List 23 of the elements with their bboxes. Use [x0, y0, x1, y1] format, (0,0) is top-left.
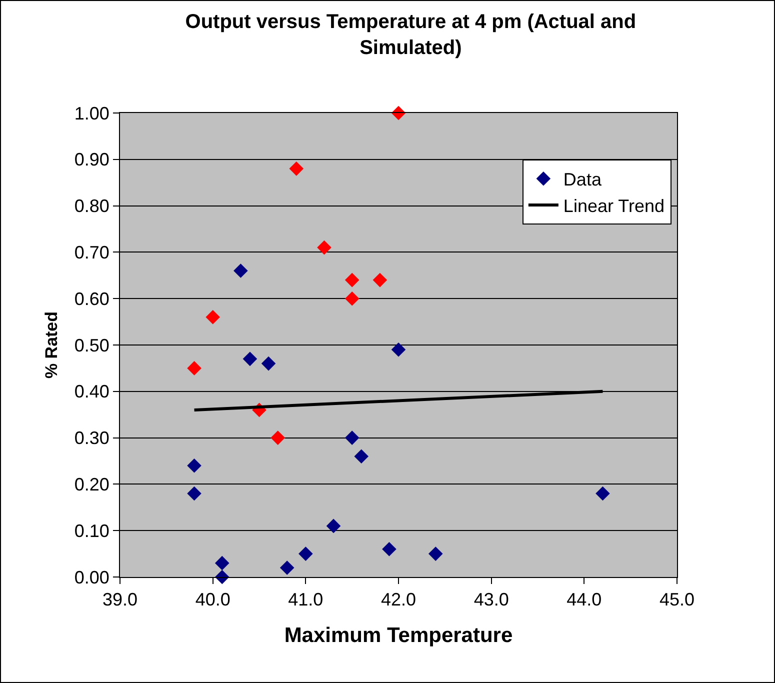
y-tick-label: 0.80 — [74, 196, 110, 216]
x-tick-label: 41.0 — [288, 590, 324, 610]
y-tick-label: 0.10 — [74, 520, 110, 541]
y-tick-label: 0.60 — [74, 288, 110, 309]
y-tick-label: 0.50 — [74, 335, 110, 356]
y-axis-title: % Rated — [42, 311, 61, 379]
x-axis-title: Maximum Temperature — [284, 624, 513, 647]
y-tick-label: 0.70 — [74, 242, 110, 262]
chart-title: Output versus Temperature at 4 pm (Actual and Simulated) — [185, 11, 636, 60]
y-tick-label: 0.40 — [74, 382, 110, 402]
y-tick-label: 0.90 — [74, 150, 110, 170]
y-tick-label: 0.00 — [74, 567, 110, 588]
y-tick-label: 0.30 — [74, 428, 110, 448]
x-tick-label: 44.0 — [566, 590, 602, 610]
x-tick-label: 45.0 — [659, 590, 695, 610]
legend-label: Data — [563, 170, 602, 190]
x-tick-label: 43.0 — [474, 590, 509, 610]
legend-label: Linear Trend — [563, 196, 665, 216]
x-tick-label: 39.0 — [102, 590, 138, 610]
y-tick-label: 1.00 — [74, 103, 110, 124]
x-tick-label: 42.0 — [380, 590, 416, 610]
y-tick-label: 0.20 — [74, 474, 110, 494]
x-tick-label: 40.0 — [195, 590, 230, 610]
